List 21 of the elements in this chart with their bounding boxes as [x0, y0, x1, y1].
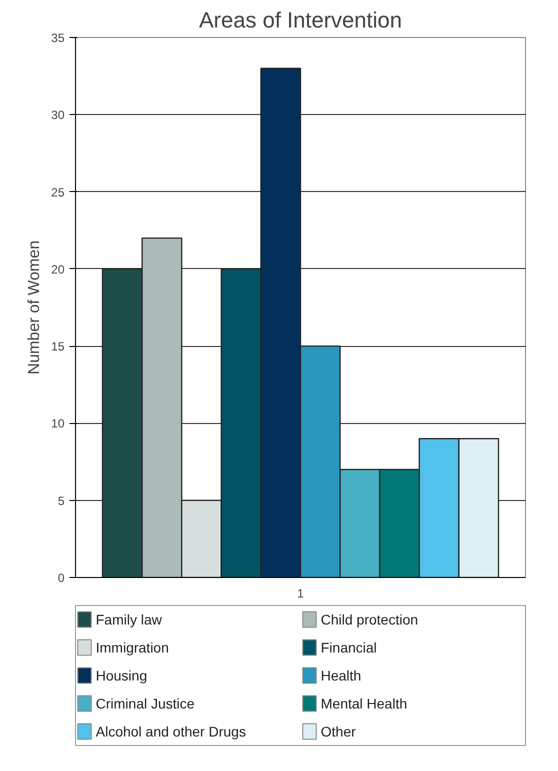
y-tick-label: 15	[51, 340, 65, 354]
y-tick-label: 25	[51, 185, 65, 200]
legend-label: Immigration	[96, 640, 169, 656]
legend-label: Health	[320, 668, 362, 684]
y-tick-label: 35	[51, 31, 65, 45]
legend-label: Other	[320, 724, 356, 740]
legend-label: Child protection	[320, 612, 418, 628]
y-tick-label: 20	[51, 262, 65, 276]
y-tick-label: 0	[58, 571, 65, 585]
legend-label: Financial	[320, 640, 377, 656]
y-tick-label: 30	[51, 108, 65, 122]
legend-label: Family law	[96, 612, 163, 628]
y-axis-title: Number of Women	[26, 240, 44, 374]
legend-label: Housing	[96, 668, 148, 684]
legend-label: Mental Health	[320, 696, 408, 712]
y-tick-label: 5	[58, 494, 65, 508]
y-tick-label: 10	[51, 416, 65, 431]
legend-label: Alcohol and other Drugs	[96, 724, 246, 740]
x-tick-label: 1	[297, 586, 304, 600]
legend-label: Criminal Justice	[96, 696, 195, 712]
chart-title: Areas of Intervention	[198, 8, 402, 32]
